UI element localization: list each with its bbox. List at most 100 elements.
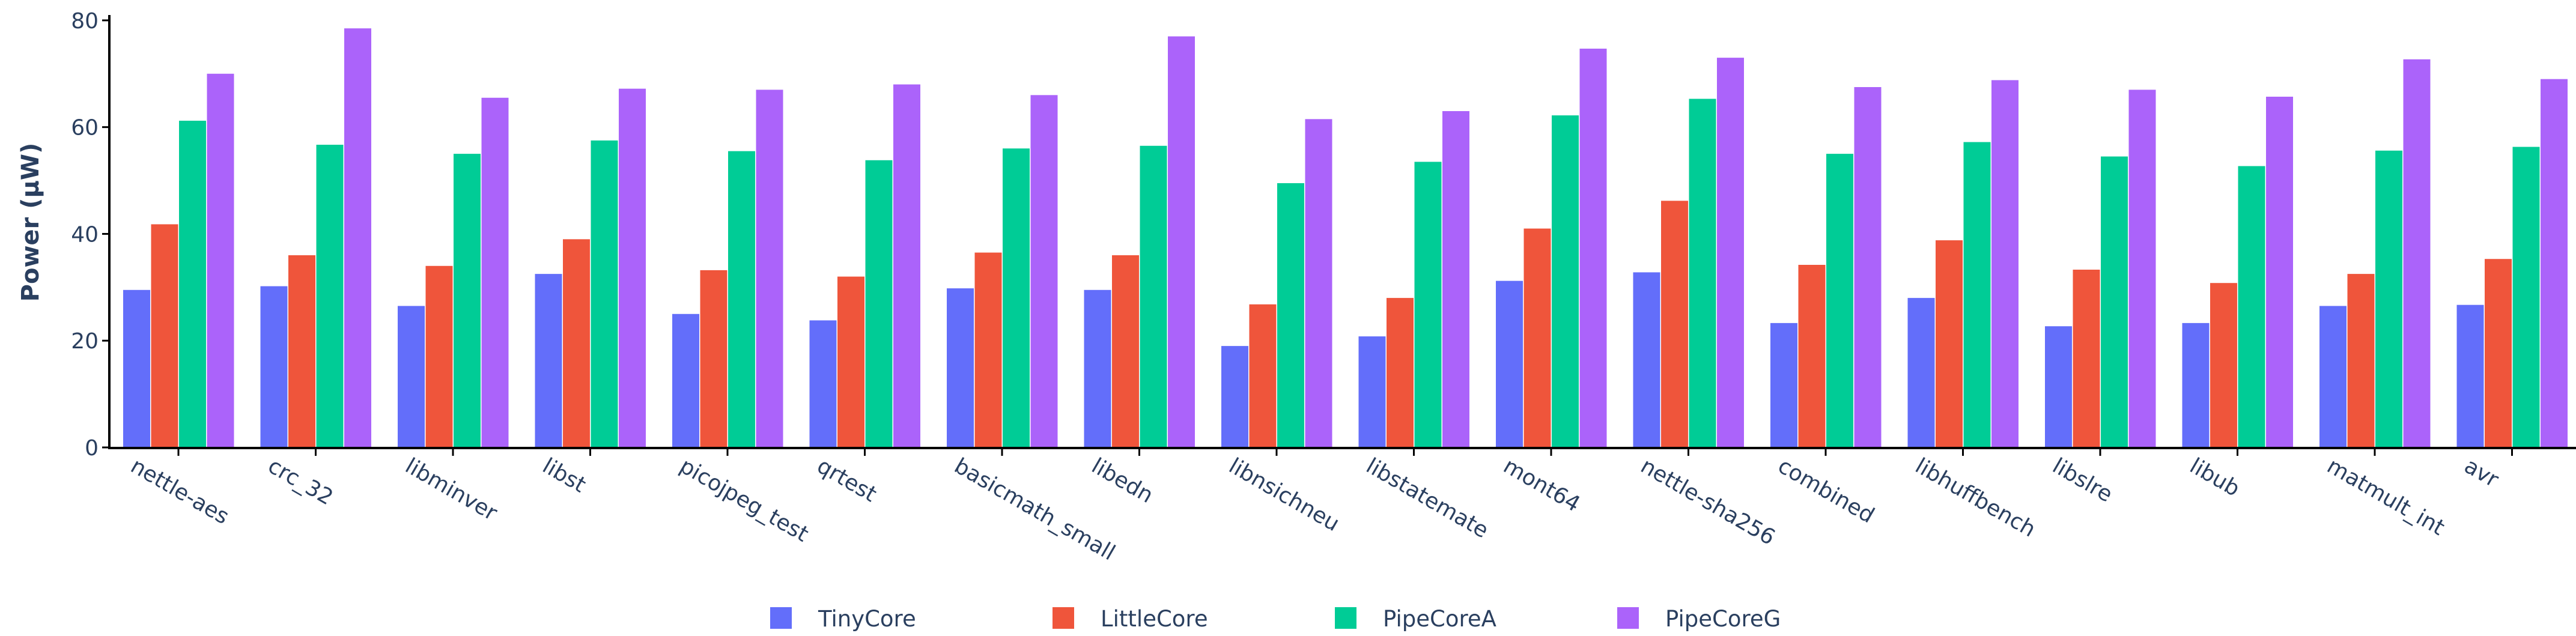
bar-pipecoreg-matmult_int — [2403, 59, 2431, 447]
bar-tinycore-libstatemate — [1358, 336, 1386, 447]
bar-littlecore-libst — [563, 239, 590, 447]
bar-littlecore-avr — [2485, 259, 2512, 447]
bar-tinycore-avr — [2456, 304, 2484, 447]
bar-littlecore-mont64 — [1523, 228, 1551, 447]
bar-pipecorea-nettle-aes — [179, 121, 206, 447]
bar-littlecore-libub — [2210, 283, 2237, 447]
y-tick-label: 0 — [85, 436, 99, 461]
bar-pipecoreg-crc_32 — [344, 28, 371, 448]
bar-pipecorea-libst — [591, 140, 618, 447]
bar-pipecorea-libnsichneu — [1277, 183, 1304, 447]
bar-tinycore-libminver — [398, 306, 425, 447]
bar-pipecorea-matmult_int — [2375, 150, 2402, 447]
legend-swatch-tinycore — [770, 607, 792, 629]
bar-littlecore-qrtest — [837, 276, 864, 447]
bar-pipecoreg-nettle-aes — [207, 73, 234, 447]
x-tick-label: combined — [1774, 453, 1879, 528]
x-tick-label: libstatemate — [1362, 453, 1492, 543]
bar-tinycore-crc_32 — [260, 286, 288, 447]
bar-pipecoreg-libub — [2266, 97, 2293, 447]
bar-tinycore-libslre — [2045, 326, 2072, 447]
bar-tinycore-nettle-aes — [123, 289, 150, 447]
bar-littlecore-libnsichneu — [1249, 304, 1277, 447]
x-tick-label: libnsichneu — [1225, 453, 1344, 536]
bar-pipecoreg-mont64 — [1579, 49, 1607, 447]
legend: TinyCore LittleCore PipeCoreA PipeCoreG — [770, 606, 1781, 632]
bar-pipecoreg-libminver — [481, 97, 509, 447]
bar-littlecore-libhuffbench — [1936, 240, 1963, 447]
axes-layer — [108, 15, 2576, 449]
bar-pipecorea-libslre — [2101, 156, 2128, 447]
y-ticks: 0 20 40 60 80 — [71, 9, 109, 461]
bar-pipecoreg-libnsichneu — [1305, 119, 1332, 447]
legend-label-pipecorea: PipeCoreA — [1383, 606, 1496, 632]
bar-littlecore-basicmath_small — [974, 252, 1002, 447]
x-tick-label: nettle-sha256 — [1636, 453, 1779, 550]
bar-tinycore-mont64 — [1496, 280, 1523, 447]
x-tick-label: libslre — [2049, 453, 2117, 507]
bar-littlecore-picojpeg_test — [700, 270, 728, 447]
bar-pipecoreg-libedn — [1168, 36, 1195, 448]
bar-pipecorea-libedn — [1140, 145, 1167, 447]
x-tick-label: nettle-aes — [127, 453, 234, 529]
bar-littlecore-nettle-aes — [151, 224, 178, 447]
bar-tinycore-libnsichneu — [1221, 346, 1248, 447]
bar-pipecorea-libminver — [454, 154, 481, 447]
x-tick-label: qrtest — [813, 453, 881, 507]
x-tick-label: mont64 — [1499, 453, 1585, 516]
y-tick-label: 40 — [71, 222, 99, 247]
x-tick-label: libminver — [401, 453, 502, 525]
bar-pipecoreg-nettle-sha256 — [1717, 58, 1744, 448]
bar-pipecorea-picojpeg_test — [728, 151, 755, 448]
bar-pipecorea-libhuffbench — [1963, 142, 1991, 447]
bar-tinycore-combined — [1770, 323, 1797, 447]
bars-layer — [123, 28, 2568, 448]
bar-pipecorea-mont64 — [1552, 115, 1579, 448]
bar-pipecorea-libub — [2238, 166, 2265, 447]
bar-pipecorea-libstatemate — [1414, 162, 1442, 447]
y-tick-label: 20 — [71, 329, 99, 354]
bar-pipecoreg-combined — [1854, 87, 1882, 447]
bar-littlecore-crc_32 — [288, 255, 315, 447]
bar-littlecore-combined — [1798, 265, 1826, 447]
bar-pipecoreg-avr — [2541, 79, 2568, 448]
x-tick-label: libub — [2186, 453, 2244, 501]
y-tick-label: 60 — [71, 116, 99, 141]
x-tick-label: picojpeg_test — [676, 453, 813, 547]
bar-littlecore-libminver — [425, 265, 453, 447]
legend-swatch-littlecore — [1053, 607, 1074, 629]
legend-swatch-pipecoreg — [1617, 607, 1639, 629]
bar-tinycore-picojpeg_test — [672, 313, 699, 447]
bar-pipecoreg-picojpeg_test — [756, 89, 783, 447]
bar-pipecoreg-libstatemate — [1442, 111, 1469, 447]
bar-tinycore-basicmath_small — [947, 288, 974, 447]
bar-tinycore-libub — [2182, 323, 2210, 447]
bar-tinycore-nettle-sha256 — [1633, 272, 1660, 447]
bar-pipecoreg-libslre — [2128, 89, 2156, 447]
bar-littlecore-nettle-sha256 — [1661, 201, 1688, 447]
bar-pipecorea-qrtest — [865, 160, 893, 447]
bar-pipecorea-crc_32 — [316, 145, 344, 447]
bar-pipecoreg-basicmath_small — [1030, 95, 1058, 447]
bar-littlecore-libstatemate — [1387, 298, 1414, 447]
bar-pipecoreg-qrtest — [893, 84, 920, 447]
y-tick-label: 80 — [71, 9, 99, 34]
bar-pipecorea-combined — [1826, 154, 1853, 447]
bar-tinycore-libedn — [1084, 289, 1111, 447]
bar-littlecore-matmult_int — [2347, 274, 2375, 447]
legend-label-tinycore: TinyCore — [818, 606, 916, 632]
legend-label-littlecore: LittleCore — [1101, 606, 1208, 632]
legend-swatch-pipecorea — [1335, 607, 1356, 629]
bar-pipecorea-avr — [2512, 147, 2540, 447]
x-tick-label: libedn — [1087, 453, 1157, 508]
x-tick-label: crc_32 — [264, 453, 337, 510]
bar-pipecoreg-libst — [619, 88, 646, 448]
bar-pipecorea-nettle-sha256 — [1689, 98, 1716, 447]
x-tick-label: avr — [2460, 453, 2503, 492]
y-axis-title: Power (μW) — [17, 143, 44, 302]
bar-pipecoreg-libhuffbench — [1991, 80, 2019, 447]
legend-label-pipecoreg: PipeCoreG — [1665, 606, 1781, 632]
x-tick-label: libhuffbench — [1911, 453, 2040, 542]
bar-littlecore-libedn — [1112, 255, 1139, 447]
